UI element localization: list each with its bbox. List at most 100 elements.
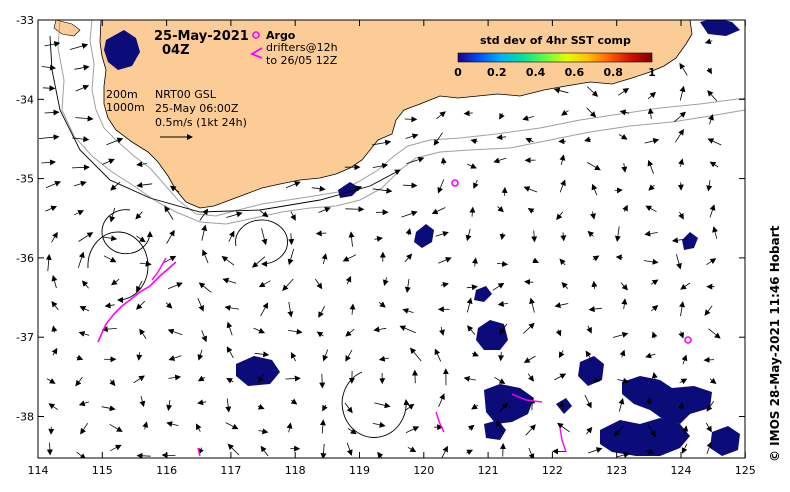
current-vector [587, 230, 595, 238]
current-vector [558, 350, 565, 359]
current-vector [288, 233, 295, 246]
current-vector [41, 64, 56, 71]
current-vector [382, 277, 389, 286]
current-vector [316, 331, 324, 338]
current-vector [202, 249, 209, 264]
current-vector [166, 400, 173, 411]
land-mass [99, 20, 693, 209]
current-vector [528, 447, 535, 458]
current-vector [201, 224, 208, 241]
current-vector [222, 277, 237, 284]
current-vector [681, 443, 688, 454]
current-vector [260, 302, 269, 317]
current-vector [559, 258, 566, 266]
current-vector [197, 298, 205, 312]
current-vector [467, 163, 477, 169]
current-vector [378, 301, 386, 308]
current-vector [706, 400, 715, 412]
current-vector [51, 347, 58, 356]
current-vector [78, 331, 90, 337]
current-vector [320, 443, 327, 458]
current-vector [614, 226, 621, 242]
current-vector [591, 183, 598, 196]
current-vector [586, 325, 592, 334]
plot-frame [37, 19, 746, 459]
current-vector [139, 328, 147, 339]
current-vector [473, 179, 479, 190]
current-vector [77, 251, 85, 268]
current-vector [709, 204, 716, 218]
current-vector [257, 403, 265, 410]
current-vector [139, 260, 152, 267]
current-vector [709, 377, 717, 385]
current-vector [674, 128, 684, 143]
island [53, 20, 81, 37]
colorbar-tick-label: 0.8 [603, 66, 623, 79]
current-vector [559, 401, 566, 411]
current-vector [348, 185, 363, 193]
current-vector [466, 284, 478, 291]
current-vector [226, 211, 243, 218]
current-vector [407, 446, 417, 453]
current-vector [617, 377, 630, 384]
current-vector [196, 423, 202, 432]
current-vector [499, 402, 509, 412]
current-vector [619, 109, 630, 116]
current-vector [321, 253, 328, 265]
current-vector [372, 162, 389, 169]
current-vector [78, 400, 90, 407]
current-vector [522, 115, 534, 121]
current-vector [645, 448, 655, 455]
current-vector [168, 374, 182, 381]
current-vector [135, 211, 143, 220]
current-vector [287, 248, 295, 266]
current-vector [465, 228, 472, 242]
sst-patch [682, 232, 698, 250]
current-vector [165, 302, 173, 309]
current-vector [161, 452, 176, 458]
current-vector [585, 350, 593, 361]
current-vector [471, 403, 479, 410]
contour-label-1000m: 1000m [106, 101, 145, 114]
current-vector [676, 254, 682, 270]
current-vector [682, 425, 689, 435]
current-vector [74, 210, 85, 216]
current-vector [647, 423, 656, 438]
current-vector [136, 452, 151, 458]
current-vector [287, 301, 294, 318]
current-vector [404, 253, 413, 263]
current-vector [348, 231, 355, 247]
current-vector [103, 255, 117, 263]
current-vector [402, 308, 414, 314]
current-vector [226, 378, 234, 384]
current-vector [706, 441, 713, 455]
current-vector [499, 323, 508, 335]
current-vector [75, 376, 83, 387]
current-vector [678, 331, 685, 339]
current-vector [497, 300, 508, 307]
current-vector [75, 115, 94, 122]
colorbar-tick-label: 0.4 [526, 66, 546, 79]
x-tick-label: 118 [285, 464, 306, 477]
current-vector [466, 297, 473, 313]
current-vector [167, 282, 183, 290]
current-vector [644, 230, 658, 237]
current-vector [345, 275, 352, 285]
colorbar-ticks: 0 0.2 0.4 0.6 0.8 1 [454, 66, 656, 79]
current-vector [586, 107, 597, 118]
current-vector [706, 180, 713, 192]
eddy-south [341, 371, 410, 438]
current-vector [106, 137, 124, 146]
current-vector [523, 186, 538, 193]
current-vector [671, 237, 688, 244]
current-vector [226, 346, 234, 359]
sst-patch [476, 320, 508, 350]
current-vector [102, 235, 118, 242]
current-vector [555, 329, 562, 337]
current-vector [678, 211, 684, 220]
current-vector [166, 421, 179, 427]
legend-drifters: drifters@12h [266, 41, 338, 54]
x-tick-label: 116 [156, 464, 177, 477]
current-vector [322, 404, 328, 412]
x-tick-label: 114 [28, 464, 49, 477]
